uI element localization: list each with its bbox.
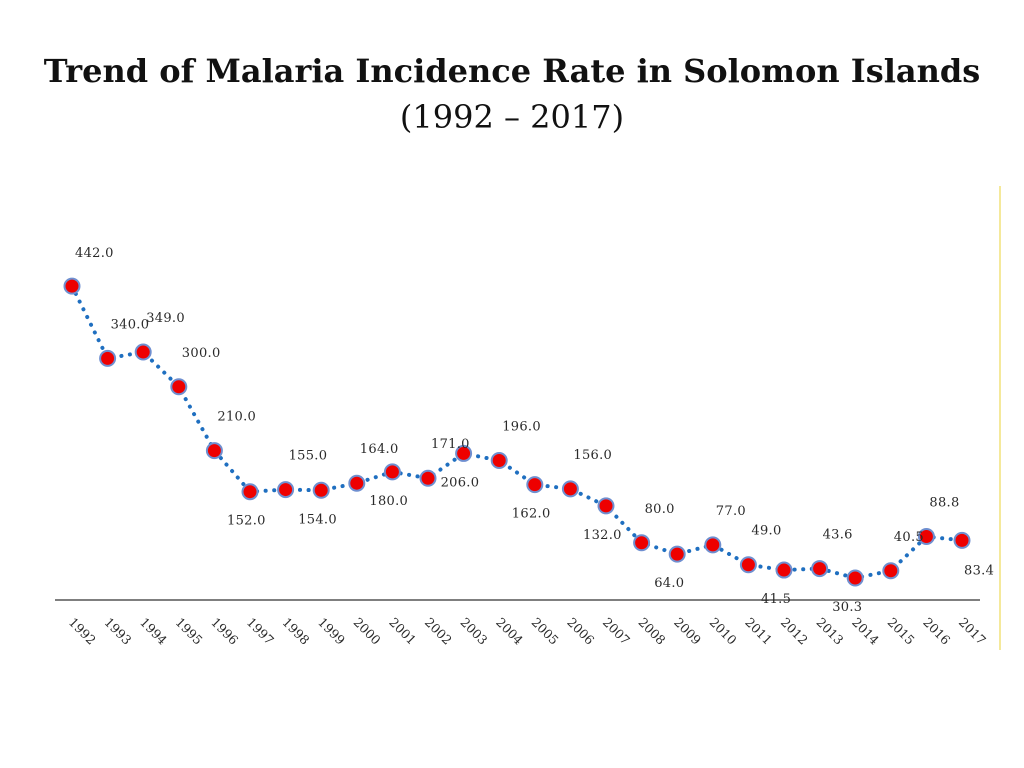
x-tick-2000: 2000 (351, 615, 384, 648)
data-point-2006 (561, 480, 579, 498)
x-tick-2014: 2014 (849, 615, 882, 648)
data-label-2017: 83.4 (964, 563, 994, 578)
data-point-2010 (704, 536, 722, 554)
data-label-2002: 171.0 (431, 437, 470, 452)
data-label-2009: 64.0 (654, 576, 684, 591)
x-tick-1997: 1997 (244, 615, 277, 648)
x-tick-2012: 2012 (778, 615, 811, 648)
data-point-1994 (134, 343, 152, 361)
x-tick-1993: 1993 (101, 615, 134, 648)
data-point-1992 (63, 277, 81, 295)
data-label-2010: 77.0 (716, 504, 746, 519)
data-label-1997: 152.0 (227, 514, 266, 529)
data-point-2008 (633, 534, 651, 552)
data-point-2016 (917, 528, 935, 546)
x-tick-1998: 1998 (279, 615, 312, 648)
data-label-2008: 80.0 (645, 502, 675, 517)
x-tick-1996: 1996 (208, 615, 241, 648)
data-label-1995: 300.0 (182, 346, 221, 361)
data-point-2012 (775, 561, 793, 579)
data-point-2005 (526, 476, 544, 494)
data-label-2012: 41.5 (761, 592, 791, 607)
data-point-1996 (205, 442, 223, 460)
data-point-2011 (739, 556, 757, 574)
data-point-1999 (312, 481, 330, 499)
x-tick-2016: 2016 (920, 615, 953, 648)
x-tick-2011: 2011 (742, 615, 775, 648)
data-point-1995 (170, 378, 188, 396)
x-axis-tick-labels: 1992 1993 1994 1995 1996 1997 1998 1999 2000 2001… (66, 615, 989, 648)
data-point-1998 (277, 481, 295, 499)
data-label-2013: 43.6 (823, 528, 853, 543)
data-label-2005: 162.0 (512, 507, 551, 522)
data-label-2015: 40.5 (894, 530, 924, 545)
data-label-2011: 49.0 (751, 524, 781, 539)
x-tick-1999: 1999 (315, 615, 348, 648)
x-tick-2013: 2013 (813, 615, 846, 648)
data-label-2007: 132.0 (583, 528, 622, 543)
data-point-2015 (882, 562, 900, 580)
data-label-2001: 180.0 (369, 494, 408, 509)
data-point-1997 (241, 483, 259, 501)
data-label-2006: 156.0 (573, 448, 612, 463)
chart-title-line-1: Trend of Malaria Incidence Rate in Solom… (43, 52, 981, 90)
x-tick-2004: 2004 (493, 615, 526, 648)
x-tick-2015: 2015 (885, 615, 918, 648)
data-label-1992: 442.0 (75, 246, 114, 261)
data-point-1993 (99, 349, 117, 367)
x-tick-2007: 2007 (600, 615, 633, 648)
data-point-2017 (953, 531, 971, 549)
data-markers (63, 277, 971, 587)
x-tick-2005: 2005 (529, 615, 562, 648)
chart-title: Trend of Malaria Incidence Rate in Solom… (0, 48, 1024, 140)
data-point-2003 (455, 444, 473, 462)
data-point-2001 (383, 463, 401, 481)
data-point-2000 (348, 474, 366, 492)
x-tick-2003: 2003 (457, 615, 490, 648)
data-point-2009 (668, 545, 686, 563)
x-tick-2009: 2009 (671, 615, 704, 648)
x-tick-2010: 2010 (707, 615, 740, 648)
x-tick-2002: 2002 (422, 615, 455, 648)
data-label-2016: 88.8 (929, 496, 959, 511)
x-tick-1994: 1994 (137, 615, 170, 648)
x-tick-2006: 2006 (564, 615, 597, 648)
data-point-2002 (419, 469, 437, 487)
x-tick-2017: 2017 (956, 615, 989, 648)
x-tick-2001: 2001 (386, 615, 419, 648)
data-label-1998: 155.0 (289, 449, 328, 464)
data-point-2014 (846, 569, 864, 587)
data-label-2003: 206.0 (441, 475, 480, 490)
chart-title-line-2: (1992 – 2017) (399, 98, 625, 136)
data-point-2007 (597, 497, 615, 515)
data-label-1994: 349.0 (146, 311, 185, 326)
data-label-2014: 30.3 (832, 600, 862, 615)
data-point-2013 (811, 560, 829, 578)
data-label-1996: 210.0 (217, 410, 256, 425)
data-point-2004 (490, 452, 508, 470)
chart-frame (55, 186, 1001, 650)
data-label-2000: 164.0 (360, 442, 399, 457)
x-tick-1992: 1992 (66, 615, 99, 648)
x-tick-2008: 2008 (635, 615, 668, 648)
data-label-1993: 340.0 (111, 317, 150, 332)
data-label-2004: 196.0 (502, 420, 541, 435)
data-label-1999: 154.0 (298, 512, 337, 527)
x-tick-1995: 1995 (173, 615, 206, 648)
